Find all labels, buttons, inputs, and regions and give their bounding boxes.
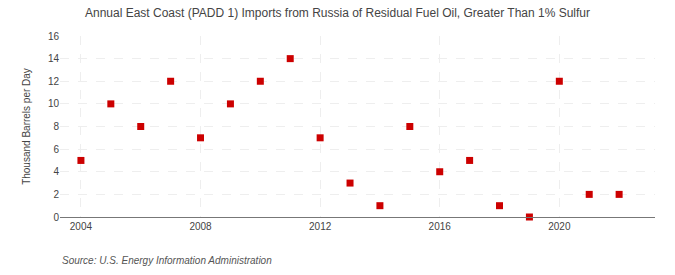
svg-text:2012: 2012 [309, 221, 332, 232]
svg-text:2: 2 [53, 189, 59, 200]
svg-text:4: 4 [53, 166, 59, 177]
svg-text:8: 8 [53, 121, 59, 132]
svg-text:2004: 2004 [70, 221, 93, 232]
svg-text:2020: 2020 [548, 221, 571, 232]
svg-text:2008: 2008 [189, 221, 212, 232]
svg-text:0: 0 [53, 212, 59, 223]
svg-text:Annual East Coast (PADD 1) Imp: Annual East Coast (PADD 1) Imports from … [85, 6, 590, 20]
svg-text:2016: 2016 [429, 221, 452, 232]
svg-text:10: 10 [48, 98, 60, 109]
svg-text:Source: U.S. Energy Informatio: Source: U.S. Energy Information Administ… [62, 255, 272, 266]
svg-text:6: 6 [53, 144, 59, 155]
svg-text:12: 12 [48, 76, 60, 87]
svg-text:Thousand Barrels per Day: Thousand Barrels per Day [21, 68, 32, 185]
svg-text:16: 16 [48, 31, 60, 42]
svg-text:14: 14 [48, 53, 60, 64]
